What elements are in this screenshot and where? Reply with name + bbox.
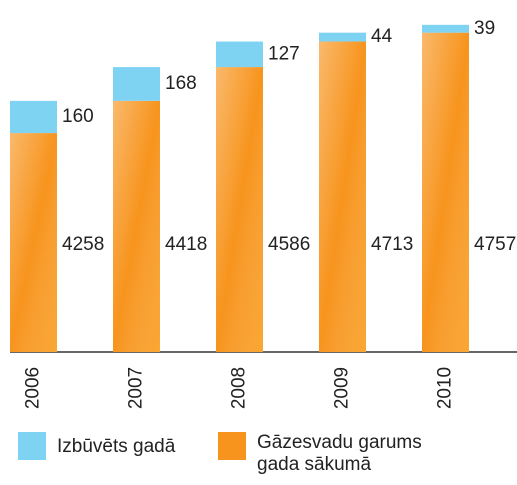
bar-segment (422, 24, 469, 33)
value-label: 4586 (268, 234, 310, 255)
value-label: 168 (165, 73, 197, 94)
legend-item: Izbūvēts gadā (18, 432, 175, 460)
value-label: 127 (268, 43, 300, 64)
bar-texture (10, 133, 57, 352)
legend-swatch (218, 432, 246, 460)
bar-segment (319, 32, 366, 42)
value-label: 4418 (165, 234, 207, 255)
legend-item: Gāzesvadu garums gada sākumā (218, 432, 427, 476)
chart: 4258 160 2006 4418 168 2007 4586 127 2008 4713 44 2… (10, 18, 517, 409)
value-label: 4757 (474, 234, 516, 255)
x-tick-label: 2010 (435, 367, 456, 409)
value-label: 4258 (62, 234, 104, 255)
bar-segment (113, 67, 160, 101)
value-label: 39 (474, 18, 495, 39)
legend-label: Izbūvēts gadā (57, 436, 176, 457)
bar-texture (216, 67, 263, 353)
x-tick-label: 2009 (332, 367, 353, 409)
value-label: 160 (62, 106, 94, 127)
x-tick-label: 2007 (126, 367, 147, 409)
value-label: 4713 (371, 234, 413, 255)
legend-swatch (18, 432, 46, 460)
bar-texture (319, 41, 366, 353)
value-label: 44 (371, 26, 393, 47)
bar-texture (113, 100, 160, 353)
x-tick-label: 2008 (229, 367, 250, 409)
legend-label: Gāzesvadu garums gada sākumā (257, 432, 422, 475)
bar-texture (422, 32, 469, 353)
x-tick-label: 2006 (23, 367, 44, 409)
bar-segment (216, 41, 263, 68)
bar-segment (10, 100, 57, 134)
